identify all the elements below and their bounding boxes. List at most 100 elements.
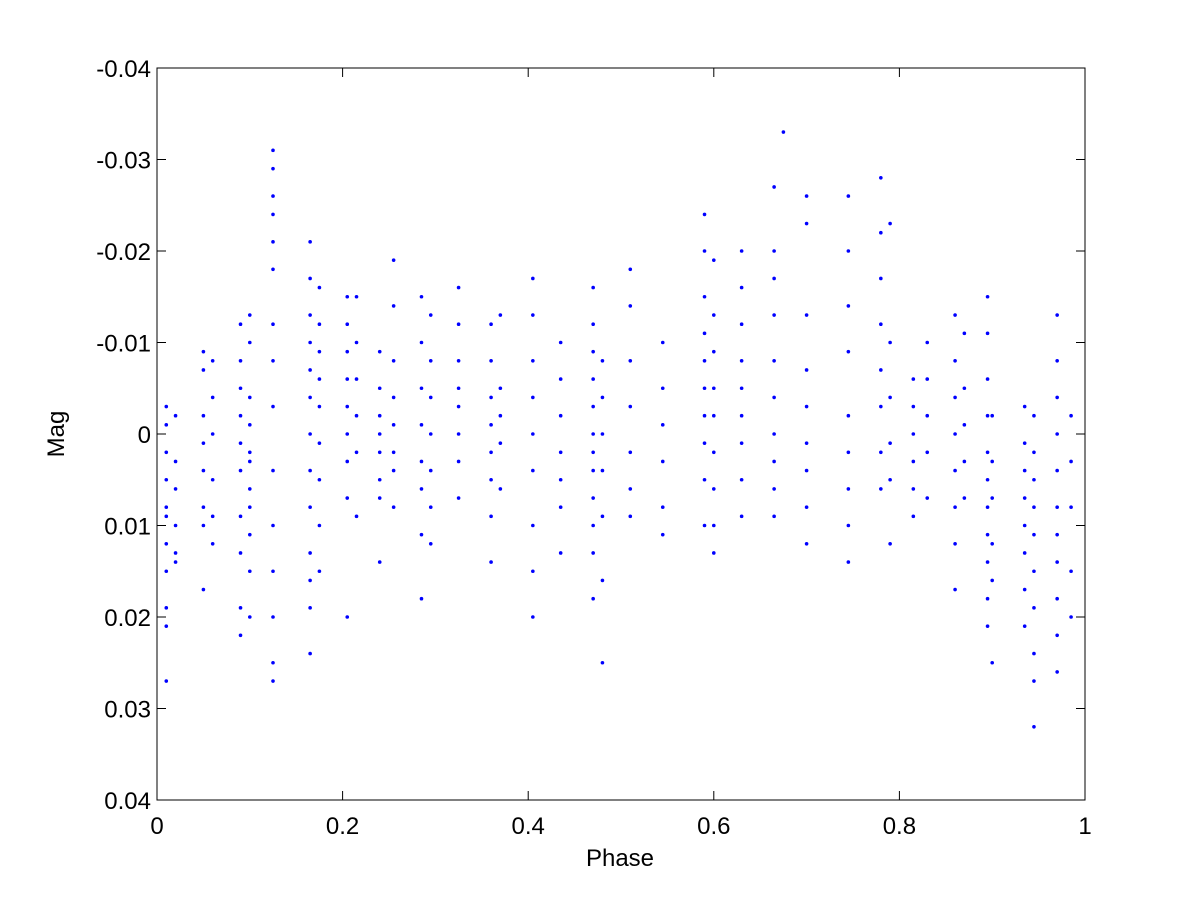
point (164, 404, 169, 409)
point (702, 294, 707, 299)
point (345, 322, 350, 327)
point (846, 249, 851, 253)
point (591, 349, 595, 354)
point (308, 313, 312, 317)
point (990, 459, 994, 464)
point (210, 395, 215, 400)
point (1069, 413, 1073, 418)
point (712, 349, 716, 354)
point (1055, 505, 1059, 510)
point (772, 514, 776, 519)
point (419, 459, 424, 464)
point (558, 377, 563, 381)
point (1069, 505, 1073, 510)
point (419, 294, 424, 299)
point (377, 477, 382, 482)
point (238, 413, 243, 418)
point (248, 313, 252, 317)
point (600, 395, 605, 400)
point (600, 660, 605, 665)
point (317, 523, 322, 528)
point (173, 551, 178, 555)
point (990, 660, 994, 665)
point (271, 569, 275, 574)
point (201, 413, 206, 418)
point (712, 450, 716, 455)
point (201, 523, 206, 528)
point (173, 487, 178, 491)
point (238, 386, 243, 391)
y-tick-label: -0.01 (96, 331, 151, 358)
y-tick-label: -0.03 (96, 148, 151, 175)
point (345, 377, 350, 381)
x-tick-label: 0 (150, 813, 163, 840)
point (911, 404, 916, 409)
point (164, 542, 169, 546)
point (271, 523, 275, 528)
point (1055, 532, 1059, 537)
point (317, 377, 322, 381)
point (962, 496, 967, 500)
point (739, 386, 744, 391)
point (558, 505, 563, 510)
point (391, 505, 396, 510)
point (953, 468, 957, 473)
point (911, 514, 916, 519)
point (660, 386, 665, 391)
point (985, 331, 990, 336)
y-tick-label: -0.04 (96, 56, 151, 83)
point (925, 413, 930, 418)
point (271, 660, 275, 665)
point (456, 285, 461, 290)
point (879, 487, 883, 491)
point (739, 441, 744, 445)
point (804, 368, 809, 372)
point (271, 404, 275, 409)
point (962, 459, 967, 464)
point (345, 459, 350, 464)
point (210, 359, 215, 363)
point (308, 432, 312, 436)
point (911, 459, 916, 464)
point (164, 450, 169, 455)
point (1032, 651, 1036, 656)
point (164, 624, 169, 628)
point (345, 615, 350, 619)
point (456, 496, 461, 500)
point (354, 450, 359, 455)
point (210, 542, 215, 546)
point (345, 404, 350, 409)
point (428, 395, 433, 400)
point (953, 505, 957, 510)
point (888, 340, 892, 345)
point (391, 359, 396, 363)
point (879, 176, 883, 180)
point (772, 249, 776, 253)
point (498, 413, 503, 418)
point (377, 432, 382, 436)
point (456, 386, 461, 391)
point (911, 432, 916, 436)
point (428, 542, 433, 546)
point (804, 505, 809, 510)
point (377, 450, 382, 455)
point (953, 313, 957, 317)
point (271, 359, 275, 363)
point (173, 523, 178, 528)
point (962, 386, 967, 391)
point (308, 606, 312, 610)
point (660, 423, 665, 427)
point (1032, 606, 1036, 610)
point (600, 468, 605, 473)
point (428, 505, 433, 510)
y-tick-label: 0.03 (104, 697, 151, 724)
point (739, 285, 744, 290)
point (712, 551, 716, 555)
point (804, 221, 809, 226)
point (591, 377, 595, 381)
point (248, 459, 252, 464)
point (308, 395, 312, 400)
point (428, 432, 433, 436)
point (456, 359, 461, 363)
